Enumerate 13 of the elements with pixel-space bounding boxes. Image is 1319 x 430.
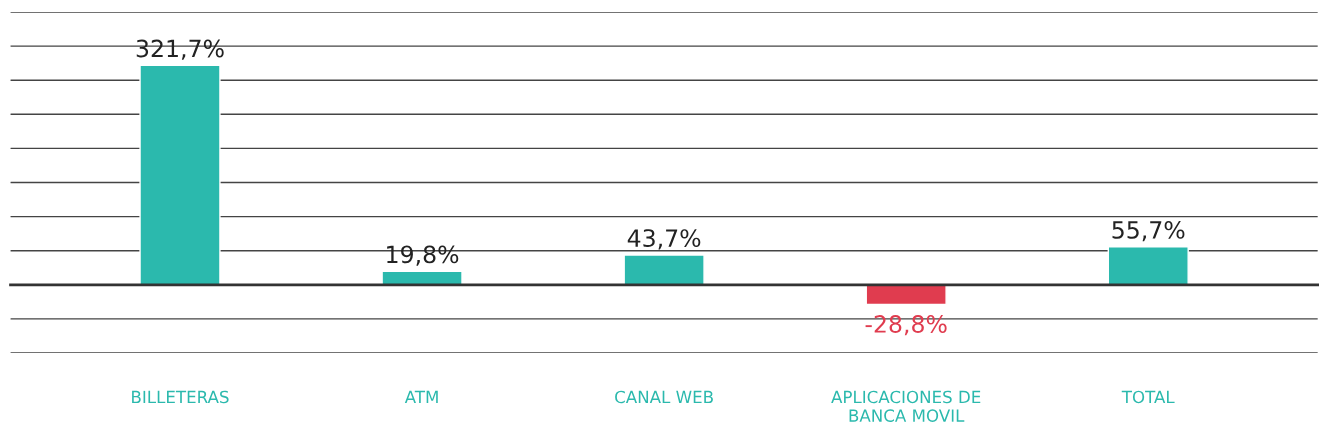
bar	[623, 254, 705, 286]
data-label: 19,8%	[387, 245, 459, 266]
bar	[139, 64, 221, 286]
data-label: -28,8%	[865, 315, 947, 336]
x-tick-label: ATM	[404, 390, 438, 404]
x-tick-label: CANAL WEB	[615, 390, 713, 404]
x-tick-label: BILLETERAS	[132, 390, 229, 404]
x-tick-label: APLICACIONES DE BANCA MOVIL	[831, 390, 981, 422]
data-label: 43,7%	[627, 229, 701, 250]
x-tick-label: TOTAL	[1121, 390, 1175, 404]
bar	[1107, 246, 1189, 286]
data-label: 55,7%	[1112, 220, 1185, 242]
bar	[865, 284, 947, 306]
